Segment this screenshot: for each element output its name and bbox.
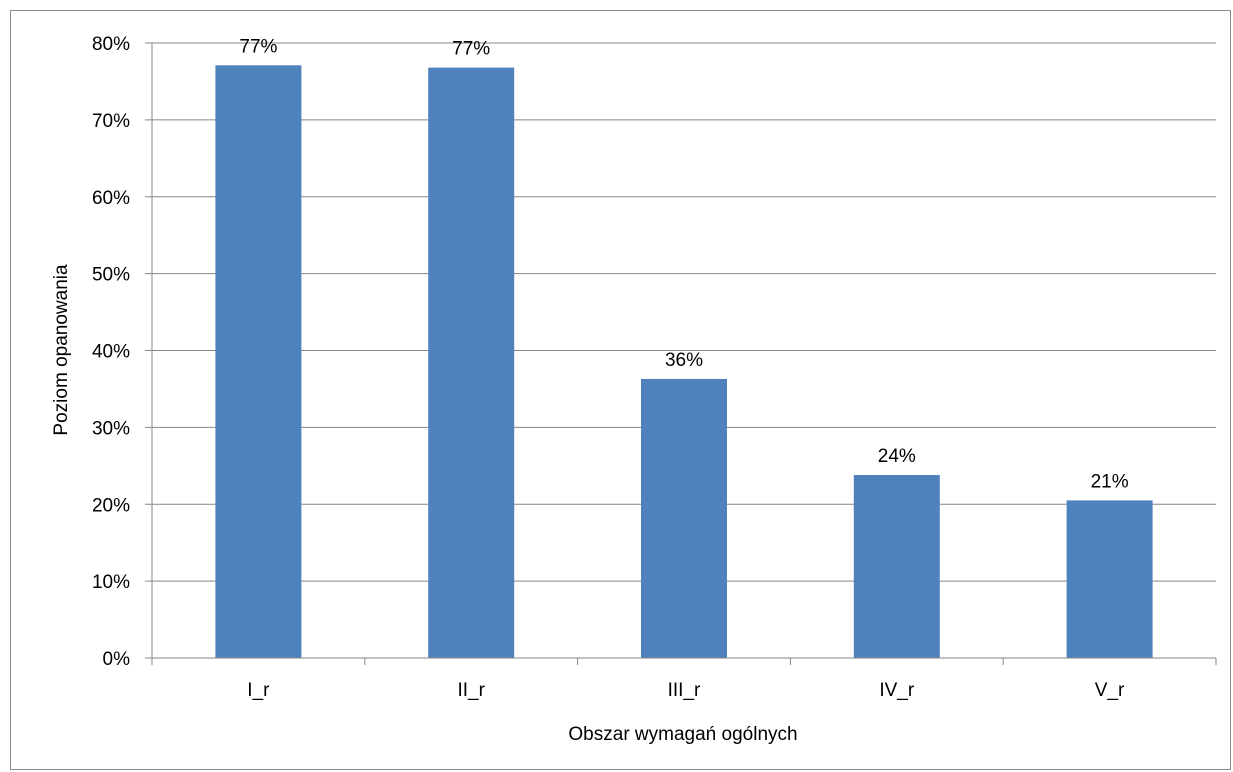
y-tick-label: 70% bbox=[92, 111, 130, 132]
y-tick-label: 20% bbox=[92, 495, 130, 516]
y-tick-label: 0% bbox=[103, 649, 131, 670]
data-label: 21% bbox=[1091, 471, 1129, 492]
chart-frame bbox=[10, 10, 1231, 770]
y-tick-label: 80% bbox=[92, 34, 130, 55]
y-tick-label: 50% bbox=[92, 265, 130, 286]
y-tick-label: 10% bbox=[92, 572, 130, 593]
y-tick-label: 30% bbox=[92, 418, 130, 439]
bar bbox=[853, 475, 940, 658]
gridlines bbox=[152, 42, 1216, 582]
data-label: 36% bbox=[665, 350, 703, 371]
x-tick-label: I_r bbox=[247, 680, 270, 701]
data-label: 77% bbox=[239, 36, 277, 57]
labels: 0% 10% 20% 30% 40% 50% 60% 70% 80% 77% I_r 77% II_r 3… bbox=[92, 34, 1129, 701]
y-axis-title: Poziom opanowania bbox=[51, 264, 72, 436]
x-tick-label: III_r bbox=[668, 680, 701, 701]
x-tick-label: IV_r bbox=[879, 680, 915, 701]
x-tick-label: V_r bbox=[1095, 680, 1125, 701]
x-tick-label: II_r bbox=[457, 680, 485, 701]
y-tick-label: 60% bbox=[92, 188, 130, 209]
bars bbox=[215, 65, 1153, 659]
axes bbox=[145, 42, 1217, 665]
bar bbox=[215, 65, 302, 658]
bar bbox=[428, 67, 515, 659]
y-tick-label: 40% bbox=[92, 342, 130, 363]
bar bbox=[1066, 500, 1153, 658]
bar bbox=[641, 378, 727, 658]
x-axis-title: Obszar wymagań ogólnych bbox=[568, 724, 797, 745]
data-label: 77% bbox=[452, 39, 490, 60]
data-label: 24% bbox=[878, 446, 916, 467]
